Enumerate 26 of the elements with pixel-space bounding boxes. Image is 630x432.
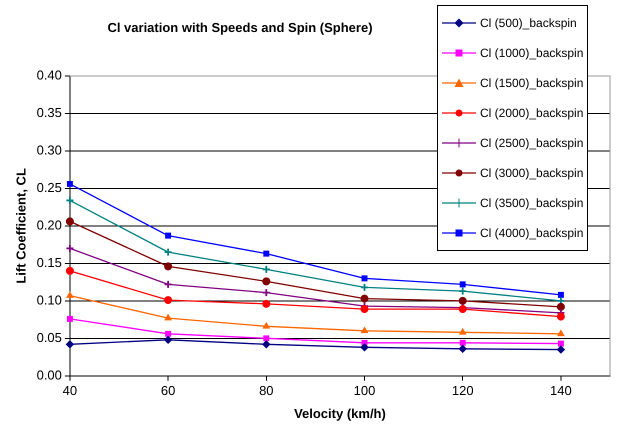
y-tick-label: 0.35 — [36, 105, 62, 120]
y-tick-label: 0.40 — [36, 68, 62, 83]
chart-title: Cl variation with Speeds and Spin (Sphere) — [106, 20, 374, 35]
legend-label: Cl (3500)_backspin — [480, 196, 584, 210]
y-tick-label: 0.00 — [36, 367, 62, 382]
x-tick-label: 80 — [259, 383, 274, 398]
x-tick-label: 140 — [550, 383, 572, 398]
y-axis-title: Lift Coefficient, CL — [13, 168, 28, 284]
y-tick-label: 0.10 — [36, 292, 62, 308]
legend-label: Cl (2000)_backspin — [480, 106, 584, 120]
legend-label: Cl (500)_backspin — [480, 16, 577, 30]
y-tick-label: 0.15 — [36, 254, 62, 270]
x-axis-title: Velocity (km/h) — [294, 406, 386, 421]
y-tick-label: 0.30 — [36, 142, 62, 158]
x-tick-label: 120 — [452, 383, 474, 398]
y-tick-label: 0.05 — [36, 330, 62, 345]
legend-label: Cl (1000)_backspin — [480, 46, 584, 60]
y-tick-label: 0.25 — [36, 180, 62, 196]
legend-label: Cl (3000)_backspin — [480, 166, 584, 180]
x-tick-label: 100 — [354, 383, 376, 398]
x-tick-label: 60 — [160, 383, 176, 398]
legend-label: Cl (4000)_backspin — [480, 226, 584, 240]
legend-label: Cl (2500)_backspin — [480, 136, 584, 150]
x-tick-label: 40 — [62, 383, 78, 398]
y-tick-label: 0.20 — [36, 217, 62, 232]
legend-label: Cl (1500)_backspin — [480, 76, 584, 90]
